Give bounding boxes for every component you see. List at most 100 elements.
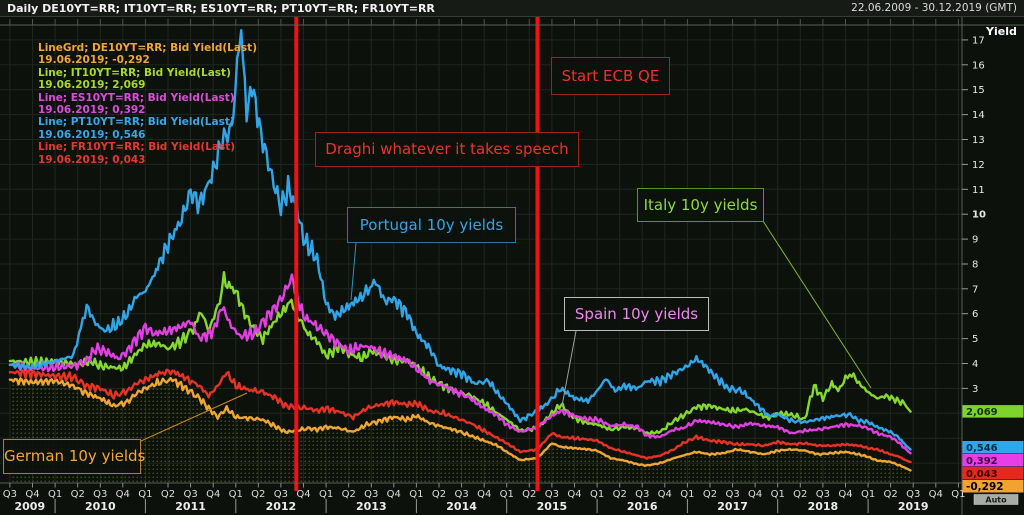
x-quarter-label: Q1: [48, 489, 62, 500]
x-quarter-label: Q4: [296, 489, 310, 500]
annotation-italy-10y[interactable]: Italy 10y yields: [637, 188, 764, 222]
x-quarter-label: Q4: [116, 489, 130, 500]
auto-button[interactable]: Auto: [973, 494, 1019, 505]
x-quarter-label: Q4: [658, 489, 672, 500]
series-fr: [8, 368, 912, 464]
badge-de: -0,292: [962, 480, 1024, 493]
x-quarter-label: Q4: [838, 489, 852, 500]
series-es: [8, 273, 912, 455]
x-quarter-label: Q1: [500, 489, 514, 500]
annotation-portugal-10y[interactable]: Portugal 10y yields: [347, 207, 516, 243]
annotation-german-10y[interactable]: German 10y yields: [3, 439, 145, 474]
legend-line: LineGrd; DE10YT=RR; Bid Yield(Last): [38, 42, 257, 54]
x-quarter-label: Q3: [274, 489, 288, 500]
series-legend: LineGrd; DE10YT=RR; Bid Yield(Last) 19.0…: [38, 42, 257, 166]
y-tick-label: 8: [972, 260, 978, 271]
series-de: [8, 376, 912, 472]
x-quarter-label: Q2: [883, 489, 897, 500]
x-quarter-label: Q2: [522, 489, 536, 500]
event-lines: [294, 11, 540, 491]
connector-spain: [561, 330, 577, 407]
badge-value: 0,043: [966, 469, 998, 480]
legend-line: 19.06.2019; 0,546: [38, 128, 146, 141]
x-year-label: 2009: [14, 500, 45, 513]
connector-italy: [762, 220, 872, 389]
x-quarter-label: Q1: [771, 489, 785, 500]
annotation-draghi-speech[interactable]: Draghi whatever it takes speech: [315, 132, 579, 167]
series-pt: [8, 29, 912, 451]
y-tick-label: 15: [972, 85, 985, 96]
y-tick-label: 11: [972, 185, 985, 196]
chart-title: Daily DE10YT=RR; IT10YT=RR; ES10YT=RR; P…: [7, 1, 435, 15]
connector-german: [140, 392, 248, 442]
x-quarter-label: Q4: [748, 489, 762, 500]
connector-portugal: [350, 242, 357, 301]
badge-it: 2,069: [962, 405, 1024, 418]
x-quarter-label: Q4: [387, 489, 401, 500]
x-quarter-label: Q1: [319, 489, 333, 500]
x-quarter-label: Q1: [590, 489, 604, 500]
badge-value: 0,392: [966, 456, 998, 467]
annotation-start-ecb-qe[interactable]: Start ECB QE: [551, 57, 670, 95]
x-quarter-label: Q1: [951, 489, 965, 500]
legend-line: 19.06.2019; 0,043: [38, 153, 146, 166]
y-tick-label: 9: [972, 235, 978, 246]
y-axis-title: Yield: [985, 25, 1017, 38]
x-quarter-label: Q4: [567, 489, 581, 500]
y-axis-badges: 2,069 0,546 0,392 0,043-0,292 Auto: [962, 405, 1024, 505]
x-axis: Q3 Q4 Q1 Q2 Q3 Q4 Q1 Q2 Q3 Q4 Q1 Q2 Q3 Q4 Q1 Q2 Q3 Q4 Q1 Q2…: [3, 483, 966, 513]
x-quarter-label: Q4: [477, 489, 491, 500]
chart-title-bar: Daily DE10YT=RR; IT10YT=RR; ES10YT=RR; P…: [0, 0, 1024, 17]
legend-line: 19.06.2019; 0,392: [38, 104, 146, 117]
x-quarter-label: Q1: [409, 489, 423, 500]
x-quarter-label: Q2: [613, 489, 627, 500]
legend-line: Line; FR10YT=RR; Bid Yield(Last): [38, 141, 236, 154]
x-year-label: 2014: [446, 500, 477, 513]
y-tick-label: 6: [972, 309, 978, 320]
x-quarter-label: Q4: [929, 489, 943, 500]
x-quarter-label: Q4: [206, 489, 220, 500]
legend-line: Line; ES10YT=RR; Bid Yield(Last): [38, 91, 235, 104]
germany-area-fill: [9, 378, 911, 483]
x-quarter-label: Q2: [71, 489, 85, 500]
x-year-label: 2010: [85, 500, 116, 513]
x-quarter-label: Q3: [545, 489, 559, 500]
x-quarter-label: Q3: [454, 489, 468, 500]
x-year-label: 2013: [356, 500, 387, 513]
legend-line: Line; PT10YT=RR; Bid Yield(Last): [38, 116, 235, 129]
x-quarter-label: Q3: [183, 489, 197, 500]
y-tick-label: 3: [972, 384, 978, 395]
x-quarter-label: Q4: [25, 489, 39, 500]
legend-line: 19.06.2019; -0,292: [38, 54, 150, 67]
badge-value: 0,546: [966, 443, 998, 454]
x-quarter-label: Q2: [161, 489, 175, 500]
legend-line: Line; IT10YT=RR; Bid Yield(Last): [38, 66, 231, 79]
x-quarter-label: Q3: [906, 489, 920, 500]
badge-fr: 0,043: [962, 467, 1024, 480]
y-tick-label: 12: [972, 160, 985, 171]
chart-date-range: 22.06.2009 - 30.12.2019 (GMT): [851, 2, 1017, 14]
y-tick-label: 14: [972, 110, 985, 121]
x-quarter-label: Q1: [680, 489, 694, 500]
x-quarter-label: Q2: [703, 489, 717, 500]
x-quarter-label: Q2: [342, 489, 356, 500]
x-year-label: 2015: [537, 500, 568, 513]
x-year-label: 2012: [266, 500, 297, 513]
x-year-label: 2018: [808, 500, 839, 513]
series-lines: [8, 29, 912, 472]
x-quarter-label: Q2: [432, 489, 446, 500]
y-tick-label: 7: [972, 284, 978, 295]
x-quarter-label: Q2: [793, 489, 807, 500]
annotation-spain-10y[interactable]: Spain 10y yields: [564, 297, 709, 331]
y-tick-label: 10: [972, 210, 986, 221]
y-tick-label: 16: [972, 60, 985, 71]
x-year-label: 2016: [627, 500, 658, 513]
x-quarter-label: Q3: [816, 489, 830, 500]
y-tick-label: 5: [972, 334, 978, 345]
y-tick-label: 13: [972, 135, 985, 146]
x-quarter-label: Q3: [3, 489, 17, 500]
y-tick-label: 4: [972, 359, 978, 370]
